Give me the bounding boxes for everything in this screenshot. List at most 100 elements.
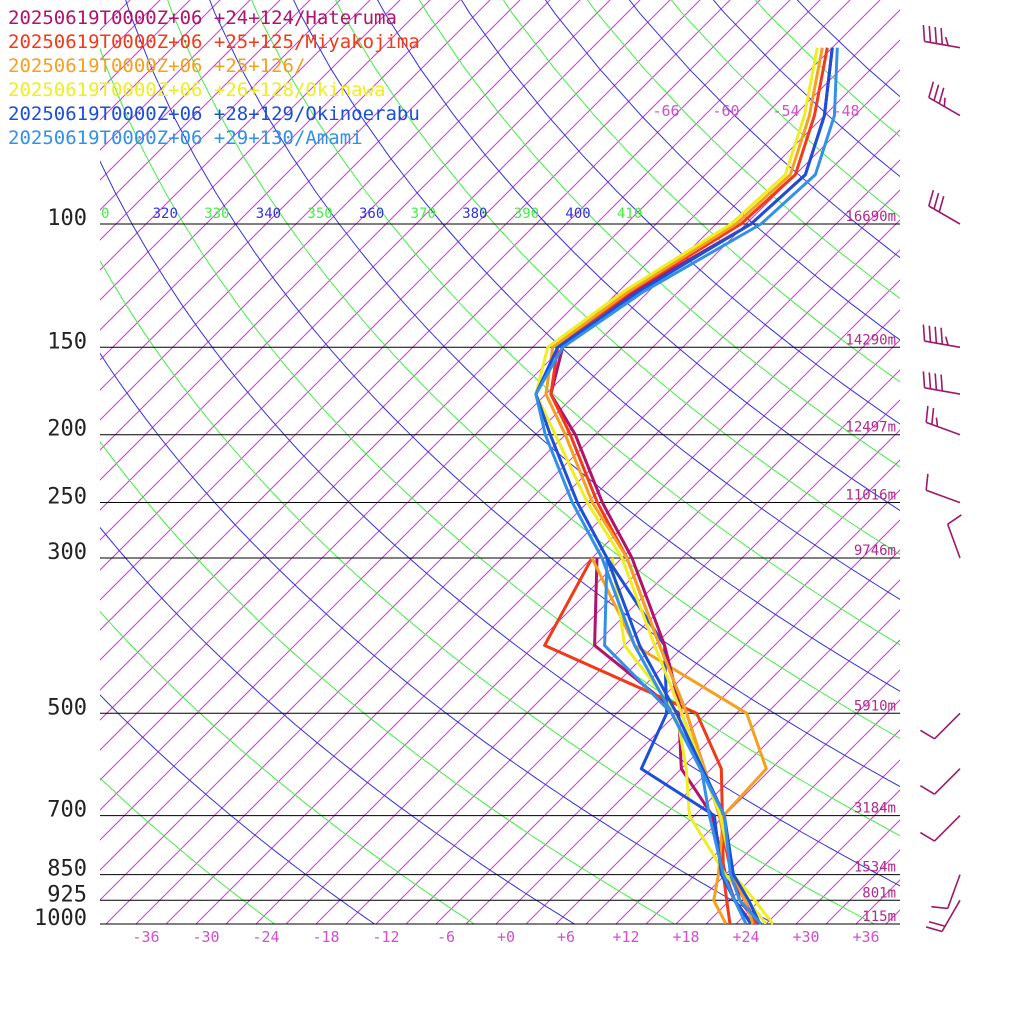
- wind-barb-staff: [946, 874, 961, 909]
- theta-line: [125, 0, 900, 788]
- wind-barb-feather: [925, 473, 929, 491]
- temperature-tick-labels: -36 -30 -24 -18 -12 -6 +0 +6 +12 +18 +24 +30 +36: [132, 928, 879, 946]
- theta-label: 350: [307, 206, 332, 222]
- wind-barb-feather: [928, 372, 932, 389]
- temperature-tick-label: +24: [732, 928, 759, 946]
- height-label: 1534m: [854, 860, 896, 876]
- wind-barb-feather: [925, 405, 929, 423]
- wind-barb: [925, 473, 961, 504]
- pressure-label: 300: [47, 540, 87, 565]
- wind-barb-feather: [922, 24, 926, 42]
- wind-barb-feather: [934, 27, 938, 44]
- potential-temperature-lines: [100, 0, 900, 924]
- temperature-tick-label: -36: [132, 928, 159, 946]
- wind-barb-feather: [934, 373, 938, 390]
- theta-line: [502, 0, 900, 383]
- theta-label: 400: [565, 206, 590, 222]
- height-labels: 16690m 14290m 12497m 11016m 9746m 5910m 3184m 1…: [845, 209, 896, 925]
- theta-line: [460, 0, 900, 425]
- theta-line: [100, 47, 900, 837]
- dewpoint-line: [543, 557, 732, 924]
- theta-label: 410: [617, 206, 642, 222]
- wind-barb-feather: [943, 97, 946, 107]
- wind-barb-feather: [940, 374, 944, 392]
- wind-barb: [919, 815, 961, 842]
- isotherm-line: [100, 0, 701, 601]
- wind-barb-feather: [938, 87, 945, 104]
- pressure-label: 200: [47, 417, 87, 442]
- wind-barb-feather: [928, 81, 935, 98]
- temperature-tick-label: +18: [672, 928, 699, 946]
- temperature-tick-label: -12: [372, 928, 399, 946]
- theta-line: [100, 526, 576, 924]
- isotherm-line: [465, 489, 900, 924]
- isotherm-line: [100, 99, 900, 901]
- isotherm-line: [885, 909, 900, 924]
- height-label: 801m: [862, 885, 896, 901]
- wind-barb-feather: [940, 28, 944, 45]
- wind-barb-feather: [933, 192, 940, 210]
- wind-barb: [922, 371, 961, 395]
- isotherm-line: [405, 429, 900, 924]
- theta-label: 340: [256, 206, 281, 222]
- temperature-tick-label: -24: [252, 928, 279, 946]
- isotherm-line: [100, 0, 341, 241]
- wind-barb-feather: [931, 407, 935, 425]
- temperature-line: [534, 47, 839, 926]
- wind-barb-staff: [941, 899, 961, 932]
- pressure-label: 150: [47, 329, 87, 354]
- height-label: 5910m: [854, 698, 896, 714]
- isotherm-line: [100, 0, 371, 271]
- theta-labels: 0 320 330 340 350 360 370 380 390 400 410: [101, 206, 642, 222]
- isotherm-line: [100, 0, 281, 181]
- wind-barb-feather: [938, 195, 945, 213]
- isotherm-label: -54: [772, 102, 799, 120]
- wind-barb-feather: [944, 36, 949, 46]
- isotherm-line: [100, 0, 731, 631]
- isotherm-line: [100, 0, 851, 751]
- isotherm-line: [100, 0, 611, 511]
- isotherm-label: -48: [832, 102, 859, 120]
- isotherm-line: [100, 0, 821, 721]
- height-label: 9746m: [854, 543, 896, 559]
- isotherm-line: [100, 0, 881, 781]
- temperature-tick-label: +12: [612, 928, 639, 946]
- isotherm-line: [100, 0, 251, 151]
- temperature-tick-label: +6: [557, 928, 575, 946]
- theta-line: [100, 440, 676, 924]
- isotherm-line: [255, 279, 900, 924]
- temperature-tick-label: -18: [312, 928, 339, 946]
- dewpoint-line: [603, 557, 748, 924]
- isotherm-line: [375, 399, 900, 924]
- isotherm-line: [435, 459, 900, 924]
- isotherm-line: [315, 339, 900, 924]
- isotherm-line: [195, 219, 900, 924]
- wind-barb-feather: [931, 905, 948, 910]
- isotherm-line: [100, 0, 671, 571]
- theta-label: 380: [462, 206, 487, 222]
- wind-barb: [922, 24, 961, 49]
- wind-barbs: [919, 24, 962, 933]
- isotherm-line: [165, 189, 900, 924]
- height-label: 14290m: [845, 332, 896, 348]
- legend-entry: 20250619T0000Z+06 +26+128/Okinawa: [8, 79, 386, 101]
- pressure-label: 100: [47, 206, 87, 231]
- wind-barb: [946, 514, 962, 559]
- isotherm-label: -60: [712, 102, 739, 120]
- temperature-profiles: [534, 47, 839, 926]
- isotherm-line: [100, 0, 641, 541]
- theta-line: [100, 160, 900, 887]
- isotherm-line: [100, 39, 900, 841]
- wind-barb: [928, 189, 961, 225]
- theta-line: [251, 0, 900, 646]
- theta-label: 360: [359, 206, 384, 222]
- pressure-label: 500: [47, 695, 87, 720]
- wind-barb-staff: [933, 768, 961, 795]
- wind-barb: [925, 405, 961, 436]
- theta-label: 390: [514, 206, 539, 222]
- wind-barb: [919, 768, 961, 795]
- pressure-label: 850: [47, 857, 87, 882]
- wind-barb-feather: [934, 326, 938, 344]
- temperature-tick-label: +30: [792, 928, 819, 946]
- isotherm-line: [285, 309, 900, 924]
